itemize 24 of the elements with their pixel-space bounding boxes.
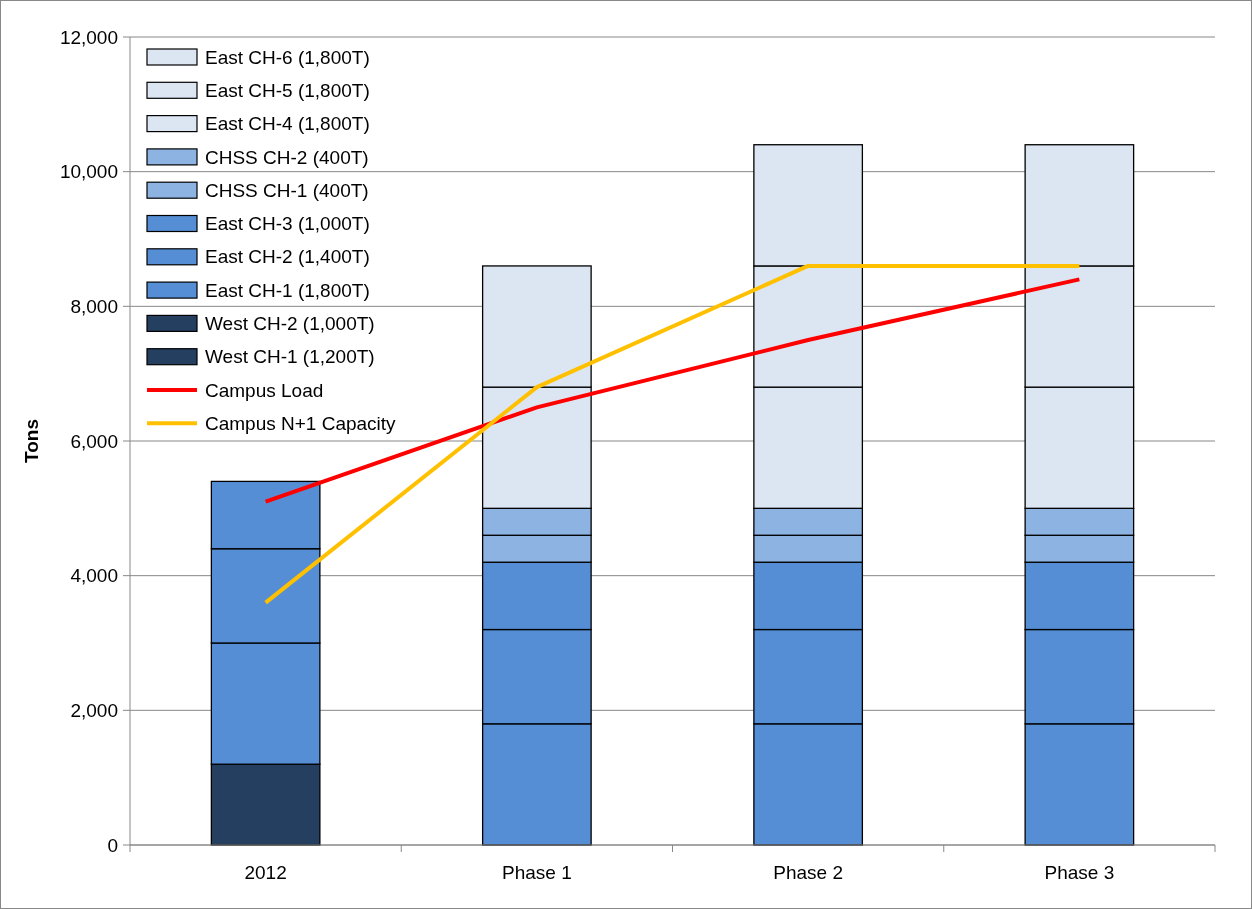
- x-tick-label: Phase 1: [502, 862, 572, 883]
- y-tick-label: 2,000: [70, 699, 118, 721]
- legend-label: CHSS CH-2 (400T): [205, 146, 369, 168]
- y-axis-title: Tons: [21, 419, 42, 463]
- legend-label: East CH-4 (1,800T): [205, 113, 370, 135]
- legend-label: Campus N+1 Capacity: [205, 412, 397, 434]
- y-tick-label: 0: [107, 834, 118, 856]
- legend-label: East CH-3 (1,000T): [205, 213, 370, 235]
- legend-label: East CH-2 (1,400T): [205, 246, 370, 268]
- y-tick-label: 8,000: [70, 295, 118, 317]
- legend-label: Campus Load: [205, 379, 324, 401]
- x-tick-label: Phase 3: [1044, 862, 1115, 883]
- y-tick-label: 4,000: [70, 565, 118, 587]
- legend-label: West CH-1 (1,200T): [205, 346, 375, 368]
- x-tick-label: Phase 2: [773, 862, 843, 883]
- legend-label: West CH-2 (1,000T): [205, 313, 375, 335]
- y-tick-label: 6,000: [70, 430, 118, 452]
- y-tick-label: 10,000: [59, 161, 118, 183]
- legend-label: East CH-6 (1,800T): [205, 46, 370, 68]
- legend-label: East CH-5 (1,800T): [205, 79, 370, 101]
- legend-label: CHSS CH-1 (400T): [205, 179, 369, 201]
- x-tick-label: 2012: [244, 862, 287, 883]
- y-tick-label: 12,000: [59, 26, 118, 48]
- legend-label: East CH-1 (1,800T): [205, 279, 370, 301]
